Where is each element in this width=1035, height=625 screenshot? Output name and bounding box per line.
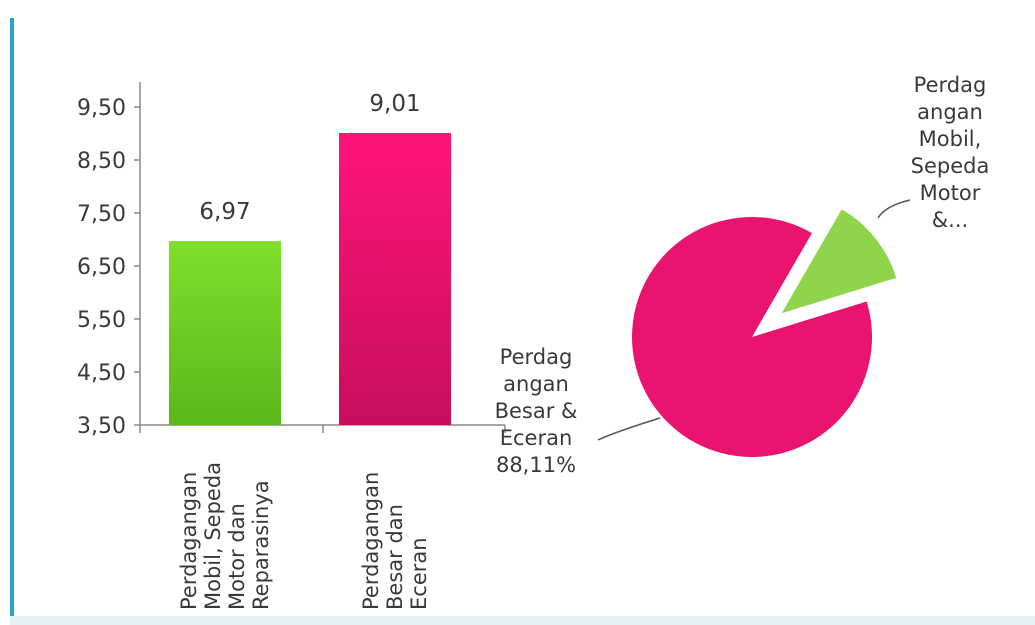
bar-data-label: 9,01 [369,91,420,117]
svg-text:Besar dan: Besar dan [383,504,407,610]
bar-2 [339,132,451,425]
y-tick-label: 4,50 [77,361,126,386]
svg-text:Perdagangan: Perdagangan [177,472,201,610]
pie-slice-besar-eceran [631,217,873,458]
y-tick-label: 3,50 [77,414,126,439]
x-category-label: Perdagangan Mobil, Sepeda Motor dan Reparas… [177,462,273,610]
svg-text:Eceran: Eceran [407,537,431,610]
bar-1 [169,241,281,425]
y-tick-label: 5,50 [77,308,126,333]
y-tick-label: 6,50 [77,255,126,280]
svg-text:Perdagangan: Perdagangan [359,472,383,610]
pie-label-besar-eceran: Perdag angan Besar & Eceran 88,11% [494,345,578,477]
pie-slice-mobil-sepeda-motor [781,209,897,314]
y-tick-label: 7,50 [77,202,126,227]
svg-text:Motor dan: Motor dan [225,503,249,610]
x-category-label: Perdagangan Besar dan Eceran [359,472,431,610]
bottom-border-rule [10,616,1035,625]
bar-data-label: 6,97 [199,199,250,225]
pie-leader-line [877,199,911,219]
svg-text:Reparasinya: Reparasinya [249,480,273,610]
pie-label-mobil-sepeda-motor: Perdag angan Mobil, Sepeda Motor &... [910,73,990,232]
pie-leader-line [597,417,661,441]
svg-text:Mobil, Sepeda: Mobil, Sepeda [201,462,225,610]
y-tick-label: 8,50 [77,149,126,174]
y-tick-label: 9,50 [77,96,126,121]
left-border-rule [10,18,14,618]
